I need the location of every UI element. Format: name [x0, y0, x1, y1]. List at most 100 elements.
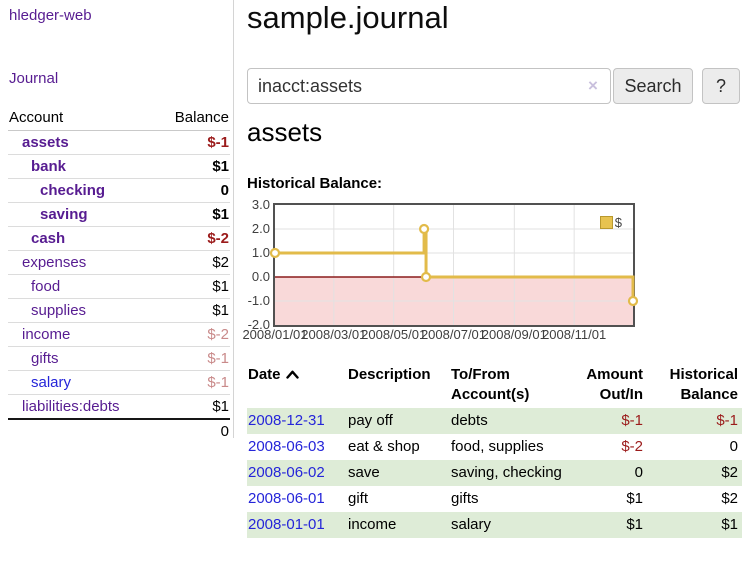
account-row: gifts $-1 [8, 346, 230, 371]
account-balance: $1 [156, 154, 230, 179]
x-axis-tick-label: 2008/01/01 [242, 327, 308, 342]
accounts-table: Account Balance assets $-1 bank $1 checking 0… [8, 106, 230, 443]
account-row: liabilities:debts $1 [8, 395, 230, 420]
account-row: checking 0 [8, 178, 230, 203]
account-link[interactable]: cash [31, 230, 66, 247]
x-axis-tick-label: 2008/03/01 [301, 327, 367, 342]
search-input[interactable] [247, 68, 611, 104]
transaction-amount: $-1 [621, 412, 643, 429]
account-balance: $2 [156, 250, 230, 275]
account-link[interactable]: income [22, 326, 71, 343]
transaction-row: 2008-06-02 save saving, checking 0 $2 [247, 460, 742, 486]
account-link[interactable]: liabilities:debts [22, 398, 120, 415]
y-axis-tick-label: -1.0 [247, 293, 270, 308]
y-axis-tick-label: 2.0 [251, 221, 270, 236]
transaction-description: save [348, 464, 380, 481]
register-header-row: Date Description To/From Account(s) Amount … [247, 362, 742, 408]
account-balance: $1 [156, 298, 230, 323]
data-point-marker [627, 295, 639, 307]
transaction-date-link[interactable]: 2008-06-01 [248, 490, 325, 507]
legend-label: $ [614, 215, 622, 230]
accounts-total-row: 0 [8, 418, 230, 443]
transaction-balance: 0 [729, 438, 738, 455]
chart-legend: $ [599, 215, 622, 230]
account-link[interactable]: checking [40, 182, 106, 199]
transaction-date-link[interactable]: 2008-01-01 [248, 516, 325, 533]
balance-chart-canvas [269, 205, 639, 325]
y-axis-tick-label: 3.0 [251, 197, 270, 212]
transaction-amount: 0 [634, 464, 643, 481]
chart-title: Historical Balance: [247, 175, 383, 192]
accounts-col-balance: Balance [156, 106, 230, 131]
account-link[interactable]: gifts [31, 350, 59, 367]
search-button[interactable]: Search [613, 68, 693, 104]
account-balance: 0 [156, 178, 230, 203]
x-axis-tick-label: 2008/05/01 [361, 327, 427, 342]
transaction-balance: $2 [721, 464, 738, 481]
account-balance: $-1 [156, 346, 230, 371]
y-axis-tick-label: 1.0 [251, 245, 270, 260]
account-balance: $-2 [156, 322, 230, 347]
legend-swatch-icon [599, 216, 613, 229]
x-axis-tick-label: 2008/07/01 [420, 327, 487, 342]
transaction-description: gift [348, 490, 369, 507]
transaction-description: eat & shop [348, 438, 420, 455]
register-table: Date Description To/From Account(s) Amount … [247, 362, 742, 538]
transaction-date-link[interactable]: 2008-06-03 [248, 438, 325, 455]
help-button[interactable]: ? [702, 68, 740, 104]
transaction-accounts: food, supplies [451, 438, 544, 455]
sidebar-item-journal[interactable]: Journal [9, 70, 59, 87]
transaction-date-link[interactable]: 2008-06-02 [248, 464, 325, 481]
register-col-amount-out-in: Amount Out/In [586, 366, 643, 403]
account-row: supplies $1 [8, 298, 230, 323]
account-row: income $-2 [8, 322, 230, 347]
accounts-col-account: Account [8, 106, 157, 131]
sidebar-divider [233, 0, 234, 438]
account-balance: $1 [156, 202, 230, 227]
app-title-link[interactable]: hledger-web [9, 7, 92, 24]
page-title: sample.journal [247, 0, 449, 35]
transaction-description: pay off [348, 412, 393, 429]
account-link[interactable]: bank [31, 158, 67, 175]
account-link[interactable]: expenses [22, 254, 87, 271]
account-row: salary $-1 [8, 370, 230, 395]
transaction-row: 2008-12-31 pay off debts $-1 $-1 [247, 408, 742, 434]
account-balance: $1 [212, 398, 229, 415]
data-point-marker [420, 271, 432, 283]
x-axis-tick-label: 2008/11/01 [542, 327, 607, 342]
transaction-balance: $-1 [716, 412, 738, 429]
account-link[interactable]: food [31, 278, 61, 295]
account-link[interactable]: supplies [31, 302, 87, 319]
search-form: × Search ? [247, 68, 742, 104]
x-axis-tick-label: 2008/09/01 [481, 327, 547, 342]
clear-search-icon[interactable]: × [588, 76, 598, 95]
account-heading: assets [247, 117, 323, 147]
transaction-balance: $1 [721, 516, 738, 533]
account-row: assets $-1 [8, 130, 230, 155]
account-row: food $1 [8, 274, 230, 299]
data-point-marker [269, 247, 281, 259]
register-col-historical-balance: Historical Balance [669, 366, 738, 403]
accounts-header-row: Account Balance [8, 106, 230, 131]
account-link[interactable]: saving [40, 206, 88, 223]
transaction-accounts: debts [451, 412, 488, 429]
transaction-amount: $1 [626, 490, 643, 507]
account-link[interactable]: salary [31, 374, 72, 391]
register-col-description: Description [348, 366, 431, 383]
transaction-amount: $-2 [621, 438, 643, 455]
transaction-accounts: gifts [451, 490, 479, 507]
balance-chart[interactable]: $ [269, 203, 639, 327]
y-axis-tick-label: 0.0 [251, 269, 270, 284]
account-row: bank $1 [8, 154, 230, 179]
transaction-amount: $1 [626, 516, 643, 533]
sort-ascending-icon [285, 370, 299, 379]
transaction-description: income [348, 516, 397, 533]
register-col-date[interactable]: Date [247, 362, 347, 408]
account-link[interactable]: assets [22, 134, 69, 151]
account-balance: $-1 [156, 130, 230, 155]
account-row: saving $1 [8, 202, 230, 227]
accounts-total-value: 0 [156, 418, 230, 443]
transaction-date-link[interactable]: 2008-12-31 [248, 412, 325, 429]
account-balance: $1 [156, 274, 230, 299]
transaction-balance: $2 [721, 490, 738, 507]
